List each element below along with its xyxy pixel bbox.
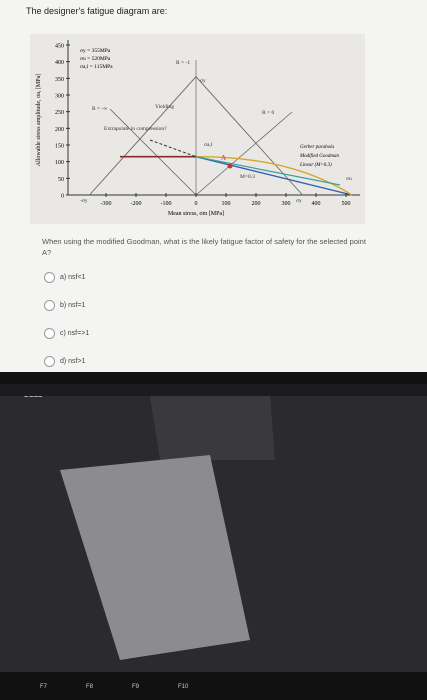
- y-tick-label: 200: [55, 127, 64, 133]
- fatigue-diagram: 0 50 100 150 200 250 300 350 400 450 -300 -200 -100 0…: [30, 34, 365, 224]
- x-tick-label: 300: [282, 201, 291, 207]
- legend-entry: Linear (M=0.3): [299, 163, 332, 168]
- yield-line: [89, 76, 303, 196]
- answer-option[interactable]: b) nsf=1: [44, 300, 86, 311]
- diagram-bg: [30, 34, 365, 224]
- option-text: c) nsf=>1: [60, 330, 90, 337]
- option-text: a) nsf<1: [60, 274, 86, 281]
- y-tick-label: 50: [58, 177, 64, 183]
- y-tick-label: 100: [55, 160, 64, 166]
- answer-option[interactable]: d) nsf>1: [44, 356, 86, 367]
- diagram-label: M=0.3: [240, 174, 255, 180]
- diagram-label: R = -1: [176, 60, 190, 66]
- stand-base: [60, 455, 250, 660]
- x-axis-label: Mean stress, σm [MPa]: [168, 211, 224, 217]
- key-label: F9: [132, 684, 140, 690]
- diagram-label: -σy: [80, 198, 88, 204]
- property: σy = 355MPa: [80, 48, 111, 54]
- x-tick-label: 200: [252, 201, 261, 207]
- radio[interactable]: [44, 328, 55, 339]
- diagram-label: Yielding: [155, 104, 174, 110]
- bezel: [0, 384, 427, 396]
- y-tick-label: 350: [55, 77, 64, 83]
- gerber-curve: [195, 155, 353, 196]
- key-label: F7: [40, 684, 48, 690]
- property: σu = 520MPa: [80, 56, 111, 62]
- diagram-label: R = 0: [262, 110, 275, 116]
- keyboard: [0, 672, 427, 700]
- diagram-label: σa,l: [204, 142, 213, 148]
- option-text: d) nsf>1: [60, 358, 86, 365]
- taskbar: [0, 372, 427, 384]
- answer-option[interactable]: a) nsf<1: [44, 272, 86, 283]
- radio[interactable]: [44, 300, 55, 311]
- legend-entry: Gerber parabola: [300, 145, 335, 150]
- diagram-label: σy: [296, 198, 302, 204]
- stand-neck: [150, 396, 275, 460]
- y-tick-label: 150: [55, 144, 64, 150]
- point-a: [227, 163, 233, 169]
- key-label: F8: [86, 684, 94, 690]
- r-minus-inf-line: [109, 108, 197, 196]
- x-tick-label: 100: [222, 201, 231, 207]
- title: The designer's fatigue diagram are:: [26, 6, 168, 16]
- legend-entry: Modified Goodman: [299, 154, 340, 159]
- diagram-label: σu: [346, 176, 352, 182]
- y-tick-label: 400: [55, 60, 64, 66]
- property: σa,l = 115MPa: [80, 64, 113, 70]
- x-tick-label: 0: [195, 201, 198, 207]
- y-tick-label: 450: [55, 44, 64, 50]
- radio[interactable]: [44, 356, 55, 367]
- x-tick-label: 400: [312, 201, 321, 207]
- compression-dash: [149, 139, 197, 158]
- y-tick-label: 0: [61, 194, 64, 200]
- key-label: F10: [178, 684, 189, 690]
- screen: The designer's fatigue diagram are: 0 50 1…: [0, 0, 427, 372]
- goodman-line: [195, 156, 353, 196]
- radio[interactable]: [44, 272, 55, 283]
- answer-option[interactable]: c) nsf=>1: [44, 328, 89, 339]
- y-axis-label: Allowable stress amplitude, σa, [MPa]: [36, 74, 42, 167]
- option-text: b) nsf=1: [60, 302, 86, 309]
- y-tick-label: 300: [55, 94, 64, 100]
- x-tick-label: -300: [101, 201, 112, 207]
- diagram-label: A: [221, 154, 226, 162]
- diagram-label: Extrapolate in compression?: [104, 126, 167, 132]
- monitor-logo: DELL: [24, 392, 43, 399]
- x-tick-label: 500: [342, 201, 351, 207]
- x-tick-label: -200: [131, 201, 142, 207]
- diagram-label: σy: [200, 78, 206, 84]
- diagram-label: R = -∞: [92, 106, 107, 112]
- r-zero-line: [195, 111, 293, 196]
- y-tick-label: 250: [55, 110, 64, 116]
- linear-line: [195, 156, 341, 186]
- x-tick-label: -100: [161, 201, 172, 207]
- question: When using the modified Goodman, what is…: [42, 237, 366, 257]
